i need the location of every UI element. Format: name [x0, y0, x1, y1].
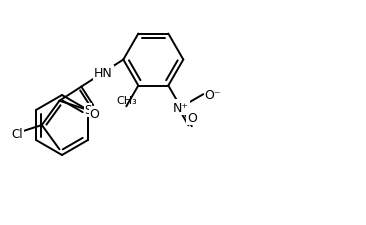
Text: HN: HN [94, 67, 112, 80]
Text: Cl: Cl [11, 127, 23, 140]
Text: S: S [84, 104, 92, 117]
Text: O: O [187, 112, 197, 125]
Text: O⁻: O⁻ [204, 88, 221, 101]
Text: O: O [89, 108, 99, 121]
Text: N⁺: N⁺ [173, 101, 189, 114]
Text: CH₃: CH₃ [116, 96, 137, 106]
